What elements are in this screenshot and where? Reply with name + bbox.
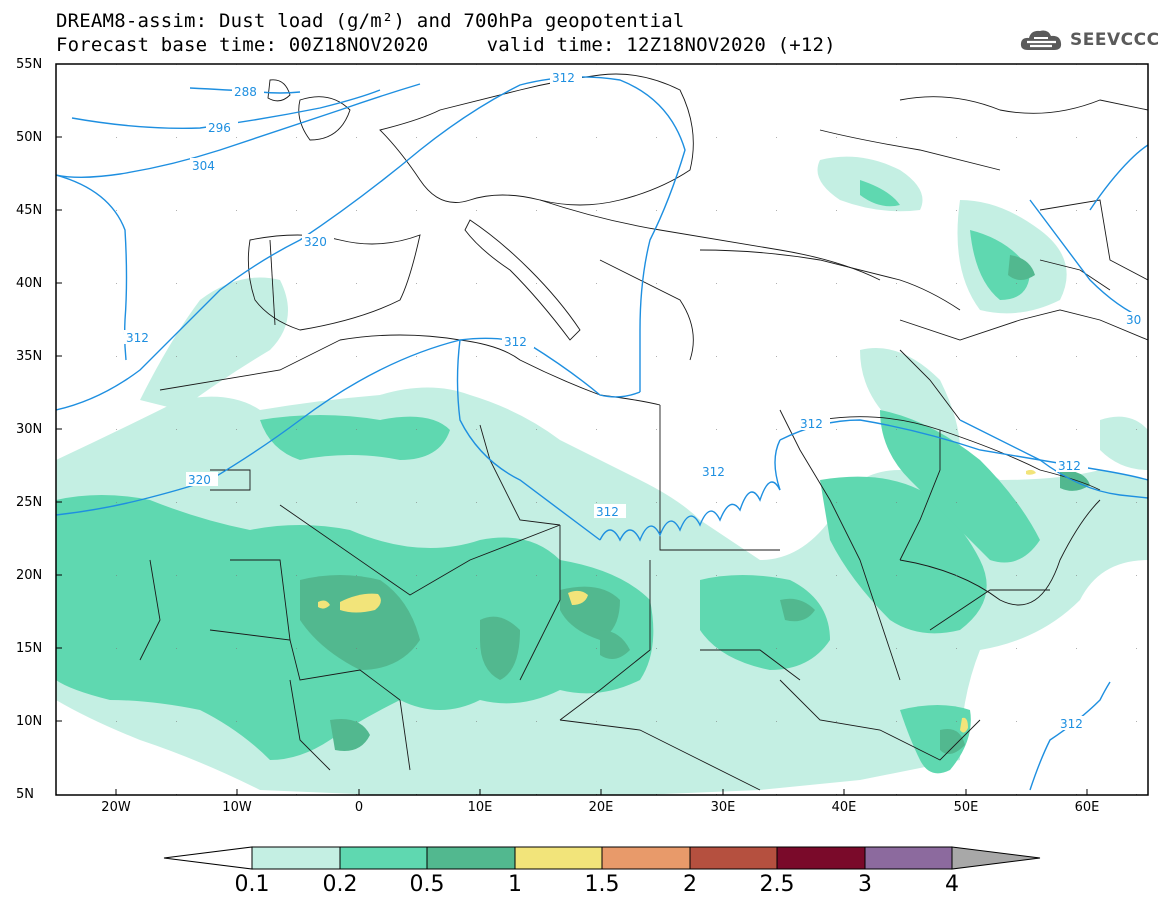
lon-label: 30E xyxy=(710,800,736,815)
lat-label: 30N xyxy=(16,422,43,437)
lon-label: 20E xyxy=(588,800,614,815)
lon-label: 50E xyxy=(953,800,979,815)
colorbar-label: 3 xyxy=(858,872,872,897)
colorbar-label: 2 xyxy=(683,872,697,897)
lat-label: 45N xyxy=(16,203,43,218)
colorbar-label: 0.1 xyxy=(234,872,270,897)
colorbar-swatch-0.5 xyxy=(426,846,516,870)
colorbar-label: 1 xyxy=(508,872,522,897)
lon-label: 10E xyxy=(467,800,493,815)
lon-label: 0 xyxy=(354,800,364,815)
colorbar-swatch-0.2 xyxy=(339,846,428,870)
logo-text: SEEVCCC xyxy=(1070,30,1160,50)
lat-label: 35N xyxy=(16,349,43,364)
colorbar-low-triangle xyxy=(163,846,253,870)
seevccc-logo: SEEVCCC xyxy=(1018,26,1160,54)
lon-label: 10W xyxy=(222,800,252,815)
colorbar-high-triangle xyxy=(951,846,1041,870)
colorbar-label: 4 xyxy=(945,872,959,897)
graticule-dots xyxy=(56,64,1148,795)
lon-label: 20W xyxy=(101,800,131,815)
lon-label: 60E xyxy=(1074,800,1100,815)
colorbar-swatch-2 xyxy=(689,846,778,870)
lat-label: 10N xyxy=(16,714,43,729)
colorbar xyxy=(163,846,1041,870)
lat-label: 25N xyxy=(16,495,43,510)
map-plot-area: 288 296 304 312 320 312 320 312 312 312 … xyxy=(56,64,1148,795)
chart-title: DREAM8-assim: Dust load (g/m²) and 700hP… xyxy=(56,10,685,32)
axis-ticks xyxy=(56,136,1088,795)
colorbar-swatch-0.1 xyxy=(251,846,341,870)
colorbar-label: 0.5 xyxy=(409,872,445,897)
lat-label: 15N xyxy=(16,641,43,656)
lat-label: 20N xyxy=(16,568,43,583)
colorbar-swatch-2.5 xyxy=(776,846,866,870)
colorbar-swatch-3 xyxy=(864,846,953,870)
lat-label: 50N xyxy=(16,130,43,145)
cloud-logo-icon xyxy=(1020,30,1062,50)
lat-label: 40N xyxy=(16,276,43,291)
lon-label: 40E xyxy=(831,800,857,815)
colorbar-swatch-1.5 xyxy=(601,846,691,870)
colorbar-swatch-1 xyxy=(514,846,603,870)
lat-label: 55N xyxy=(16,57,43,72)
colorbar-label: 2.5 xyxy=(759,872,795,897)
colorbar-label: 0.2 xyxy=(322,872,358,897)
lat-label: 5N xyxy=(16,787,34,802)
colorbar-label: 1.5 xyxy=(584,872,620,897)
forecast-time-subtitle: Forecast base time: 00Z18NOV2020 valid t… xyxy=(56,34,836,56)
